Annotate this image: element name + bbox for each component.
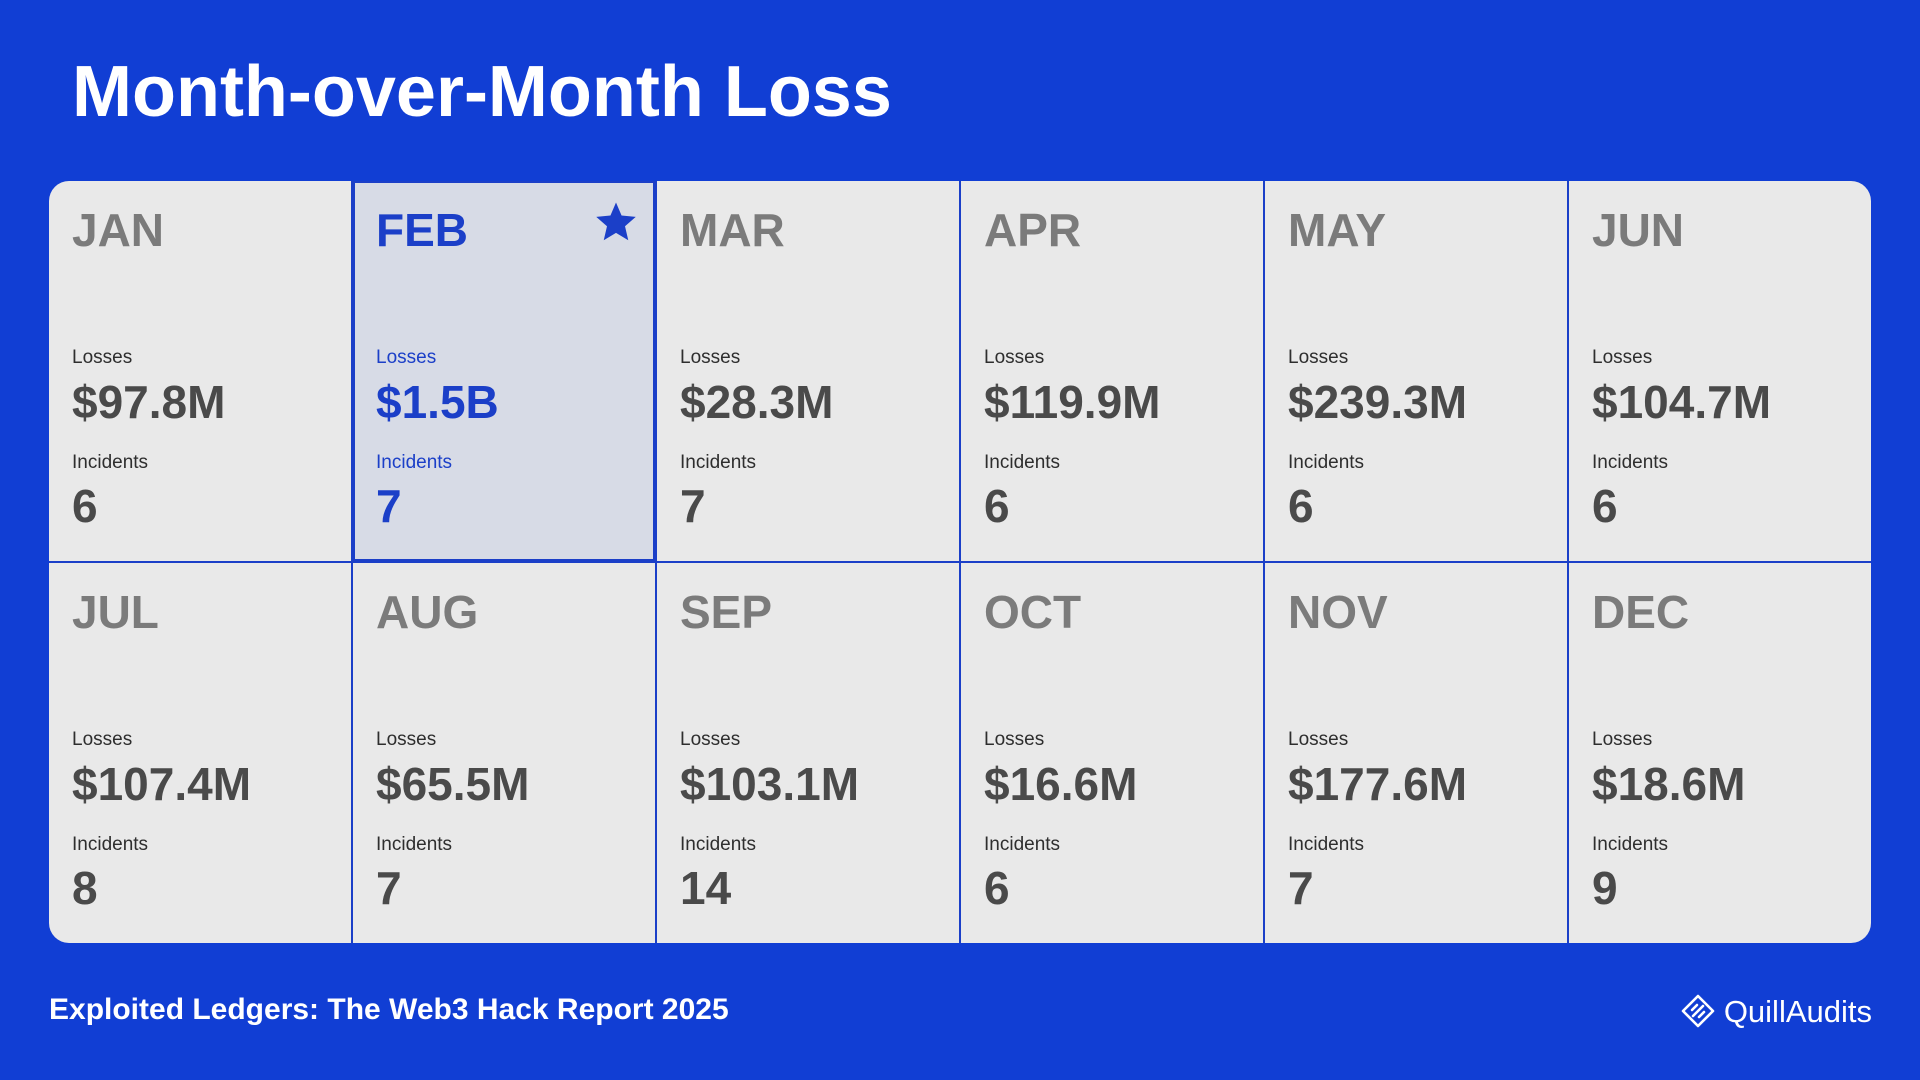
page-title: Month-over-Month Loss xyxy=(72,52,892,132)
month-label: OCT xyxy=(984,586,1082,638)
incidents-value: 6 xyxy=(1288,480,1314,532)
month-grid: JAN Losses $97.8M Incidents 6 FEB Losses $1.5B I… xyxy=(49,181,1871,943)
month-label: MAR xyxy=(680,204,785,256)
brand-name: QuillAudits xyxy=(1723,993,1872,1029)
report-title: Exploited Ledgers: The Web3 Hack Report … xyxy=(49,993,729,1026)
incidents-value: 14 xyxy=(680,862,732,914)
month-label: FEB xyxy=(376,204,468,256)
month-card-dec: DEC Losses $18.6M Incidents 9 xyxy=(1569,563,1871,943)
incidents-label: Incidents xyxy=(1288,834,1365,855)
incidents-value: 7 xyxy=(1288,862,1314,914)
month-card-jul: JUL Losses $107.4M Incidents 8 xyxy=(49,563,351,943)
losses-value: $177.6M xyxy=(1288,758,1468,810)
incidents-label: Incidents xyxy=(984,452,1061,473)
month-label: DEC xyxy=(1592,586,1690,638)
losses-label: Losses xyxy=(72,729,133,750)
losses-value: $97.8M xyxy=(72,376,226,428)
incidents-label: Incidents xyxy=(376,452,453,473)
incidents-label: Incidents xyxy=(680,452,757,473)
month-card-mar: MAR Losses $28.3M Incidents 7 xyxy=(657,181,959,561)
losses-label: Losses xyxy=(72,347,133,368)
month-card-oct: OCT Losses $16.6M Incidents 6 xyxy=(961,563,1263,943)
losses-label: Losses xyxy=(376,347,437,368)
incidents-value: 8 xyxy=(72,862,98,914)
losses-label: Losses xyxy=(1592,347,1653,368)
losses-label: Losses xyxy=(984,347,1045,368)
losses-label: Losses xyxy=(1288,729,1349,750)
month-label: MAY xyxy=(1288,204,1386,256)
incidents-value: 6 xyxy=(1592,480,1618,532)
losses-label: Losses xyxy=(680,347,741,368)
month-card-jun: JUN Losses $104.7M Incidents 6 xyxy=(1569,181,1871,561)
incidents-value: 7 xyxy=(376,480,402,532)
incidents-label: Incidents xyxy=(376,834,453,855)
incidents-label: Incidents xyxy=(72,452,149,473)
losses-label: Losses xyxy=(680,729,741,750)
incidents-value: 7 xyxy=(376,862,402,914)
month-label: JAN xyxy=(72,204,165,256)
incidents-value: 7 xyxy=(680,480,706,532)
month-card-jan: JAN Losses $97.8M Incidents 6 xyxy=(49,181,351,561)
month-label: APR xyxy=(984,204,1082,256)
incidents-label: Incidents xyxy=(984,834,1061,855)
losses-label: Losses xyxy=(1592,729,1653,750)
month-card-apr: APR Losses $119.9M Incidents 6 xyxy=(961,181,1263,561)
losses-label: Losses xyxy=(1288,347,1349,368)
losses-value: $16.6M xyxy=(984,758,1138,810)
incidents-value: 6 xyxy=(984,480,1010,532)
losses-value: $239.3M xyxy=(1288,376,1468,428)
incidents-label: Incidents xyxy=(680,834,757,855)
month-label: JUN xyxy=(1592,204,1685,256)
brand-logo: QuillAudits xyxy=(1680,993,1872,1029)
losses-value: $1.5B xyxy=(376,376,499,428)
incidents-label: Incidents xyxy=(1592,452,1669,473)
month-card-aug: AUG Losses $65.5M Incidents 7 xyxy=(353,563,655,943)
month-label: AUG xyxy=(376,586,479,638)
losses-value: $65.5M xyxy=(376,758,530,810)
month-card-may: MAY Losses $239.3M Incidents 6 xyxy=(1265,181,1567,561)
losses-value: $103.1M xyxy=(680,758,860,810)
losses-value: $119.9M xyxy=(984,376,1161,428)
month-label: JUL xyxy=(72,586,159,638)
losses-value: $104.7M xyxy=(1592,376,1772,428)
losses-value: $18.6M xyxy=(1592,758,1746,810)
losses-value: $28.3M xyxy=(680,376,834,428)
incidents-value: 9 xyxy=(1592,862,1618,914)
losses-label: Losses xyxy=(376,729,437,750)
month-label: NOV xyxy=(1288,586,1388,638)
star-icon xyxy=(596,202,636,241)
month-card-feb: FEB Losses $1.5B Incidents 7 xyxy=(353,181,655,561)
incidents-label: Incidents xyxy=(72,834,149,855)
incidents-label: Incidents xyxy=(1288,452,1365,473)
incidents-value: 6 xyxy=(984,862,1010,914)
incidents-label: Incidents xyxy=(1592,834,1669,855)
quillaudits-logo-icon xyxy=(1681,994,1715,1028)
month-card-sep: SEP Losses $103.1M Incidents 14 xyxy=(657,563,959,943)
month-card-nov: NOV Losses $177.6M Incidents 7 xyxy=(1265,563,1567,943)
month-label: SEP xyxy=(680,586,773,638)
losses-value: $107.4M xyxy=(72,758,252,810)
losses-label: Losses xyxy=(984,729,1045,750)
incidents-value: 6 xyxy=(72,480,98,532)
